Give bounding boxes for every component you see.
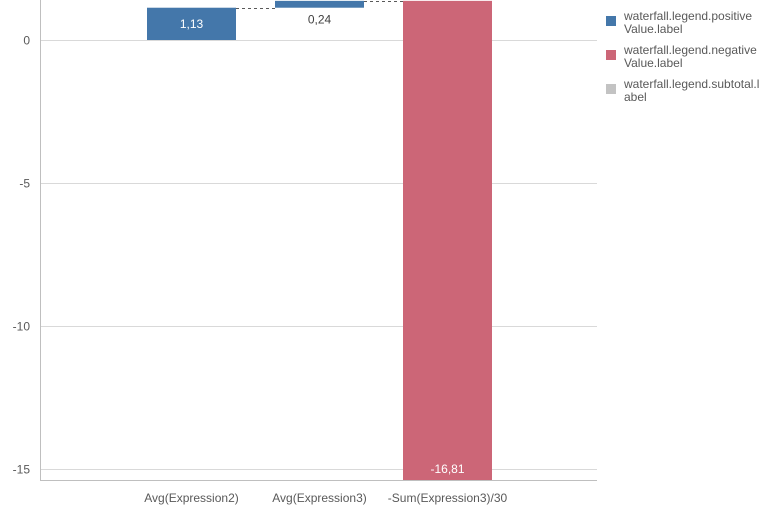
legend-swatch-positive (606, 16, 616, 26)
value-label-sum-expression3-30: -16,81 (430, 462, 464, 476)
y-tick-label-0: 0 (23, 34, 30, 48)
legend: waterfall.legend.positiveValue.label wat… (606, 10, 766, 112)
axis-layer: 0 -5 -10 -15 Avg(Expression2) Avg(Expression3… (13, 0, 597, 505)
bar-layer (147, 0, 492, 480)
legend-item-subtotal[interactable]: waterfall.legend.subtotal.label (606, 78, 766, 104)
value-label-avg-expression3: 0,24 (308, 13, 332, 27)
y-tick-label-1: -5 (19, 177, 30, 191)
legend-label-negative: waterfall.legend.negativeValue.label (624, 43, 757, 70)
legend-item-negative[interactable]: waterfall.legend.negativeValue.label (606, 44, 766, 70)
legend-swatch-negative (606, 50, 616, 60)
waterfall-chart: 1,13 0,24 -16,81 0 -5 -10 -15 Avg(Expression2)… (13, 0, 597, 505)
legend-item-positive[interactable]: waterfall.legend.positiveValue.label (606, 10, 766, 36)
legend-swatch-subtotal (606, 84, 616, 94)
x-tick-label-avg-expression3: Avg(Expression3) (272, 491, 367, 505)
value-label-avg-expression2: 1,13 (180, 17, 204, 31)
x-tick-label-sum-expression3-30: -Sum(Expression3)/30 (388, 491, 508, 505)
x-tick-label-avg-expression2: Avg(Expression2) (144, 491, 239, 505)
label-layer: 1,13 0,24 -16,81 (180, 13, 465, 476)
grid-layer (40, 40, 597, 470)
bar-sum-expression3-30 (403, 0, 492, 480)
bar-avg-expression3 (275, 0, 364, 8)
legend-label-positive: waterfall.legend.positiveValue.label (624, 9, 753, 36)
legend-label-subtotal: waterfall.legend.subtotal.label (624, 77, 760, 104)
y-tick-label-3: -15 (13, 463, 31, 477)
connector-layer (236, 1, 403, 9)
y-tick-label-2: -10 (13, 320, 31, 334)
bar-avg-expression2 (147, 7, 236, 40)
